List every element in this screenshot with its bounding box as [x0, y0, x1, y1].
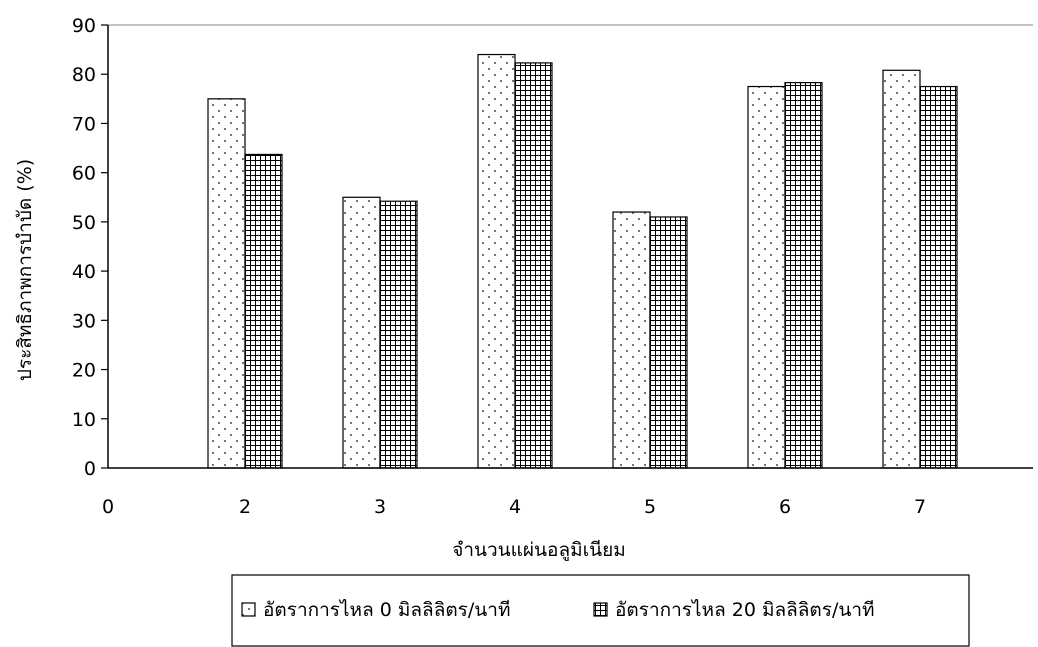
x-axis-ticks: 0 2 3 4 5 6 7 — [102, 496, 926, 518]
x-tick-label: 7 — [914, 496, 926, 518]
legend-label-series-2: อัตราการไหล 20 มิลลิลิตร/นาที — [615, 599, 875, 621]
legend-swatch-series-1 — [241, 602, 256, 617]
x-tick-label: 3 — [374, 496, 386, 518]
x-tick-label: 2 — [239, 496, 251, 518]
bar-series-2-2 — [244, 153, 283, 469]
bar-series-1-3 — [342, 196, 381, 469]
y-axis-title: ประสิทธิภาพการบำบัด (%) — [14, 159, 36, 381]
bar-series-1-5 — [612, 211, 651, 469]
x-tick-label: 6 — [779, 496, 791, 518]
y-tick-label: 30 — [72, 310, 96, 332]
y-tick-label: 40 — [72, 261, 96, 283]
y-axis-ticks: 0 10 20 30 40 50 60 70 80 90 — [72, 15, 108, 480]
x-axis-title: จำนวนแผ่นอลูมิเนียม — [452, 539, 626, 561]
x-tick-label: 4 — [509, 496, 521, 518]
bars — [207, 53, 958, 469]
y-tick-label: 10 — [72, 409, 96, 431]
y-tick-label: 60 — [72, 163, 96, 185]
bar-series-1-6 — [747, 85, 786, 469]
plot-area: 0 10 20 30 40 50 60 70 80 90 0 2 3 4 5 6 7 — [72, 15, 1033, 518]
y-tick-label: 80 — [72, 64, 96, 86]
legend-label-series-1: อัตราการไหล 0 มิลลิลิตร/นาที — [263, 599, 510, 621]
y-tick-label: 90 — [72, 15, 96, 37]
x-tick-label: 5 — [644, 496, 656, 518]
y-tick-label: 20 — [72, 360, 96, 382]
bar-series-2-6 — [784, 81, 823, 469]
bar-series-2-4 — [514, 62, 553, 469]
bar-series-2-5 — [649, 216, 688, 469]
legend-swatch-series-2 — [593, 602, 608, 617]
y-tick-label: 50 — [72, 212, 96, 234]
bar-series-2-3 — [379, 200, 418, 469]
bar-series-1-2 — [207, 98, 246, 469]
x-tick-label: 0 — [102, 496, 114, 518]
bar-series-1-4 — [477, 53, 516, 469]
bar-series-2-7 — [919, 85, 958, 469]
y-tick-label: 0 — [84, 458, 96, 480]
y-tick-label: 70 — [72, 113, 96, 135]
bar-series-1-7 — [882, 69, 921, 469]
legend: อัตราการไหล 0 มิลลิลิตร/นาที อัตราการไหล… — [231, 574, 970, 647]
